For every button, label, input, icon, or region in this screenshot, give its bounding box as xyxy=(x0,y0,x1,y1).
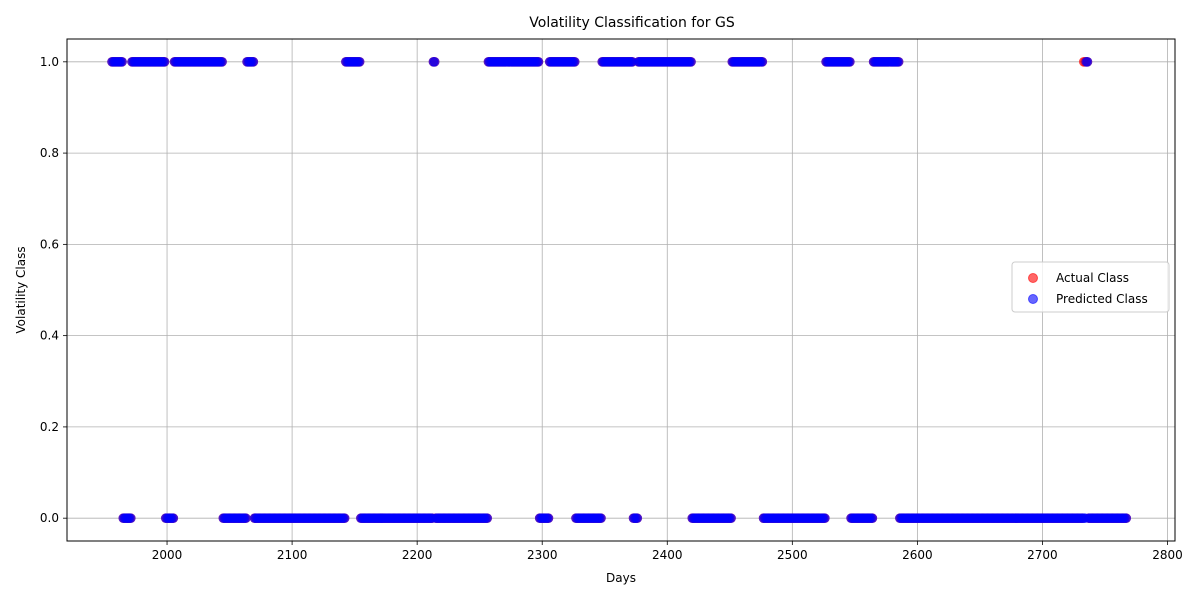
legend-box xyxy=(1011,261,1170,313)
predicted-point xyxy=(117,57,127,67)
predicted-point xyxy=(241,513,251,523)
axis-ticks: 2000 2100 2200 2300 2400 2500 2600 2700 2800 0.0 0… xyxy=(40,55,1183,562)
predicted-point xyxy=(1082,57,1093,67)
predicted-point xyxy=(429,57,440,67)
x-tick-label: 2000 xyxy=(152,548,183,562)
predicted-point xyxy=(354,57,365,67)
series-predicted xyxy=(107,57,1132,523)
y-tick-label: 0.4 xyxy=(40,329,59,343)
predicted-point xyxy=(893,57,904,67)
predicted-point xyxy=(248,57,259,67)
y-axis-label: Volatility Class xyxy=(14,246,28,333)
legend: Actual Class Predicted Class xyxy=(1011,261,1170,313)
predicted-point xyxy=(569,57,580,67)
x-tick-label: 2500 xyxy=(777,548,808,562)
y-tick-label: 1.0 xyxy=(40,55,59,69)
x-axis-label: Days xyxy=(606,571,636,585)
predicted-point xyxy=(482,513,492,523)
x-tick-label: 2100 xyxy=(277,548,308,562)
y-tick-label: 0.6 xyxy=(40,237,59,251)
x-tick-label: 2300 xyxy=(527,548,558,562)
legend-label-actual: Actual Class xyxy=(1056,271,1129,285)
x-tick-label: 2200 xyxy=(402,548,433,562)
predicted-point xyxy=(845,57,855,67)
x-tick-label: 2800 xyxy=(1152,548,1183,562)
predicted-point xyxy=(867,513,878,523)
legend-marker-actual xyxy=(1028,273,1038,283)
legend-marker-predicted xyxy=(1028,294,1038,304)
predicted-point xyxy=(533,57,544,67)
plot-frame xyxy=(66,38,1176,542)
x-tick-label: 2400 xyxy=(652,548,683,562)
predicted-point xyxy=(686,57,696,67)
legend-label-predicted: Predicted Class xyxy=(1056,292,1148,306)
predicted-point xyxy=(217,57,227,67)
predicted-point xyxy=(125,513,136,523)
y-tick-label: 0.8 xyxy=(40,146,59,160)
predicted-point xyxy=(820,513,830,523)
predicted-point xyxy=(168,513,179,523)
predicted-point xyxy=(632,513,643,523)
predicted-point xyxy=(726,513,736,523)
x-tick-label: 2600 xyxy=(902,548,933,562)
x-tick-label: 2700 xyxy=(1027,548,1058,562)
predicted-point xyxy=(1121,513,1132,523)
predicted-point xyxy=(757,57,768,67)
scatter-points xyxy=(107,57,1132,523)
chart-title: Volatility Classification for GS xyxy=(529,15,735,31)
predicted-point xyxy=(543,513,554,523)
predicted-point xyxy=(339,513,350,523)
predicted-point xyxy=(596,513,606,523)
y-tick-label: 0.0 xyxy=(40,511,59,525)
predicted-point xyxy=(159,57,170,67)
y-tick-label: 0.2 xyxy=(40,420,59,434)
